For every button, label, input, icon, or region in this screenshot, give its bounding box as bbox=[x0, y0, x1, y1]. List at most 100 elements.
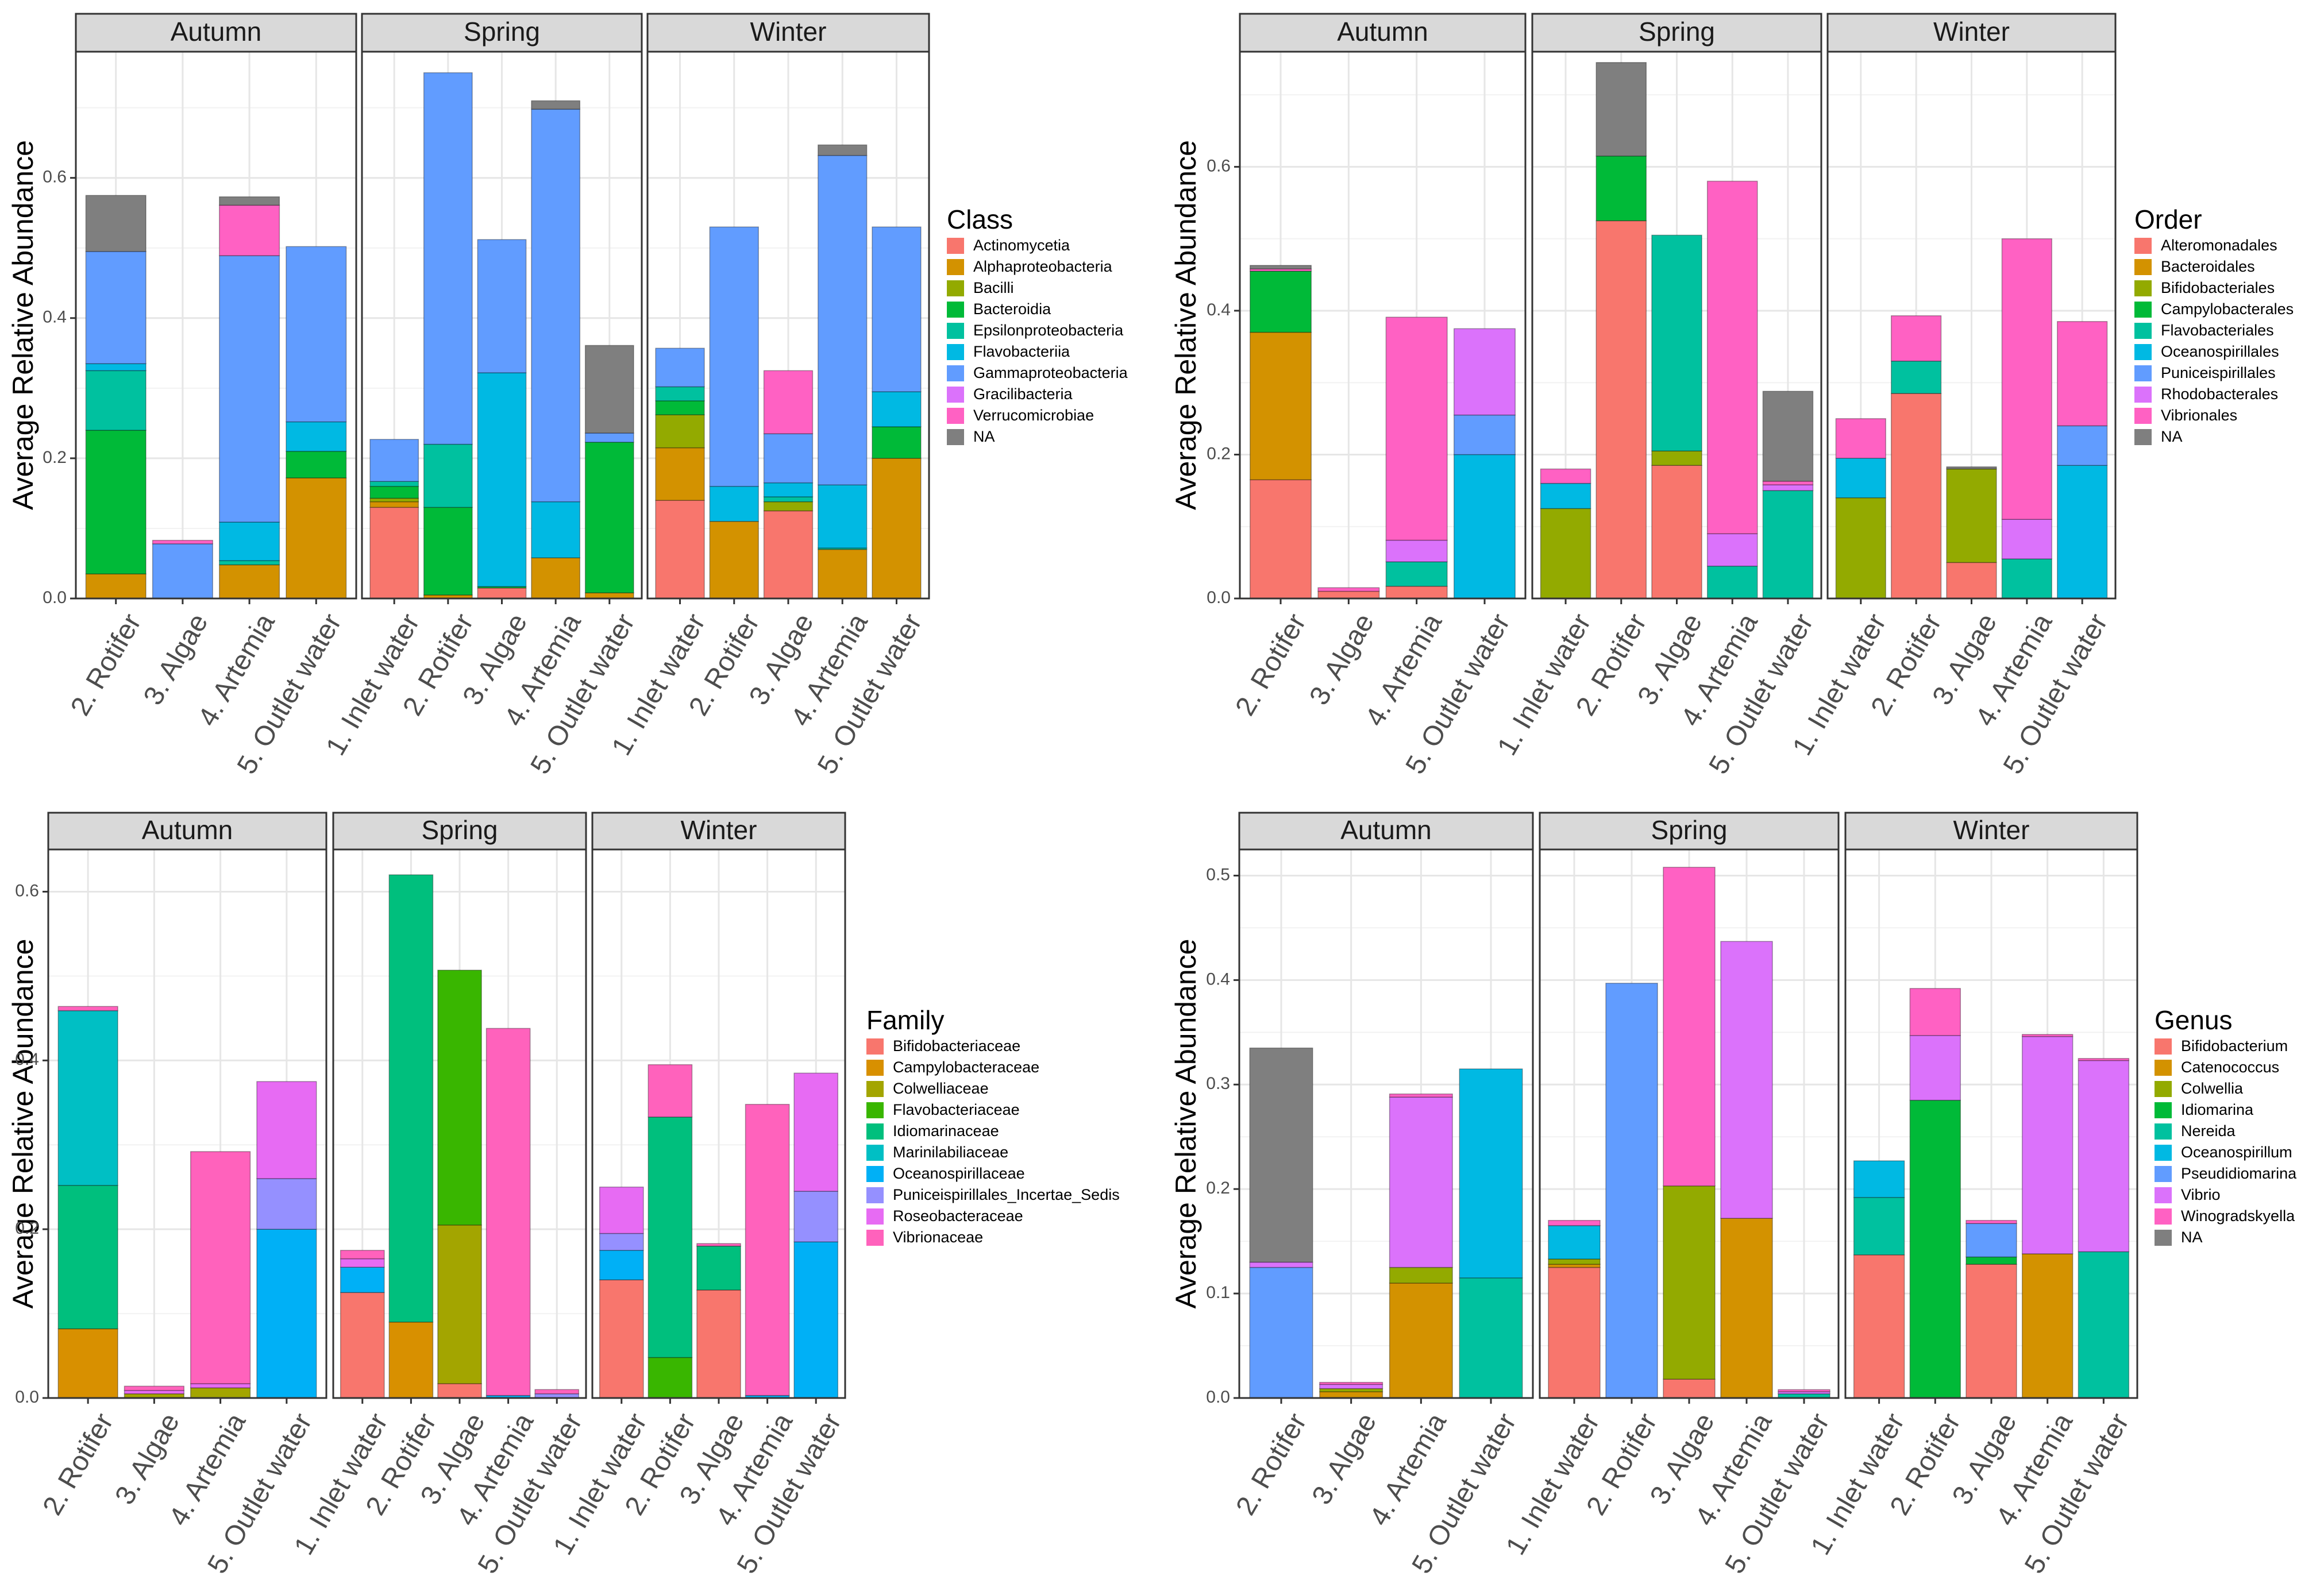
bar-segment-na bbox=[85, 195, 147, 252]
bar-segment-bacilli bbox=[763, 501, 814, 512]
bar-segment-vibrionaceae bbox=[190, 1151, 251, 1384]
facet-strip-label: Autumn bbox=[142, 815, 233, 845]
bar-segment-colwellia bbox=[1319, 1388, 1383, 1392]
legend-swatch bbox=[2134, 302, 2152, 318]
legend-label: Bifidobacterium bbox=[2181, 1037, 2288, 1055]
bar-5-outlet-water bbox=[256, 1081, 317, 1399]
bar-4-artemia bbox=[1720, 941, 1773, 1399]
bar-segment-gammaproteobacteria bbox=[584, 432, 634, 443]
facet-strip bbox=[47, 812, 327, 851]
legend-label: Rhodobacterales bbox=[2161, 385, 2278, 403]
bar-segment-colwelliaceae bbox=[190, 1387, 251, 1399]
bar-segment-na bbox=[1762, 391, 1814, 482]
bar-segment-puniceispirillales bbox=[1454, 414, 1516, 455]
bar-segment-winogradskyella bbox=[1965, 1220, 2017, 1224]
legend-swatch bbox=[2134, 408, 2152, 424]
facet-strip-label: Spring bbox=[422, 815, 498, 845]
bar-2-rotifer bbox=[1909, 988, 1961, 1399]
bar-segment-actinomycetia bbox=[655, 500, 705, 599]
legend-genus: Genus Bifidobacterium Catenococcus Colwelli… bbox=[2155, 1005, 2297, 1246]
bar-segment-roseobacteraceae bbox=[256, 1081, 317, 1179]
bar-3-algae bbox=[477, 239, 527, 599]
y-tick-label: 0.4 bbox=[15, 1050, 39, 1069]
y-tick-label: 0.4 bbox=[43, 308, 67, 327]
bar-3-algae bbox=[124, 1385, 184, 1399]
bar-segment-flavobacteriales bbox=[1706, 565, 1758, 599]
legend-label: Vibrionales bbox=[2161, 407, 2237, 424]
bar-segment-vibrionaceae bbox=[745, 1103, 790, 1396]
bar-segment-flavobacteriia bbox=[709, 485, 759, 522]
legend-swatch bbox=[866, 1102, 884, 1118]
bar-segment-puniceispirillales bbox=[2057, 425, 2108, 466]
bar-segment-winogradskyella bbox=[1389, 1093, 1453, 1098]
bar-3-algae bbox=[1651, 234, 1702, 599]
bar-segment-flavobacteriales bbox=[1891, 360, 1942, 394]
bar-4-artemia bbox=[2001, 238, 2052, 599]
legend-label: NA bbox=[2161, 428, 2183, 445]
legend-label: Gammaproteobacteria bbox=[973, 364, 1128, 381]
bar-segment-roseobacteraceae bbox=[793, 1072, 839, 1192]
bar-segment-oceanospirillales bbox=[2057, 465, 2108, 599]
bar-4-artemia bbox=[219, 196, 280, 599]
bar-segment-bifidobacterium bbox=[1853, 1254, 1905, 1399]
facet-strip bbox=[1531, 13, 1822, 53]
bar-2-rotifer bbox=[1249, 1047, 1313, 1399]
bar-segment-vibrionaceae bbox=[696, 1243, 741, 1247]
bar-segment-campylobacteraceae bbox=[57, 1328, 118, 1399]
legend-label: Vibrio bbox=[2181, 1186, 2221, 1203]
bar-segment-campylobacterales bbox=[1250, 271, 1312, 333]
facet-strip-label: Autumn bbox=[1337, 17, 1428, 47]
bar-segment-epsilonproteobacteria bbox=[219, 560, 280, 566]
chart-family: Average Relative Abundance Autumn 0.0 0.2 0.… bbox=[7, 812, 1120, 1579]
facet-strip-label: Spring bbox=[464, 17, 540, 47]
bar-segment-alphaproteobacteria bbox=[219, 564, 280, 599]
x-tick-label: 3. Algae bbox=[1306, 1408, 1383, 1510]
bar-segment-vibrionales bbox=[2057, 320, 2108, 427]
bar-segment-bacteroidia bbox=[369, 485, 419, 499]
legend-label: NA bbox=[2181, 1229, 2203, 1246]
bar-segment-epsilonproteobacteria bbox=[369, 481, 419, 487]
bar-segment-vibrio bbox=[1389, 1096, 1453, 1268]
bar-segment-roseobacteraceae bbox=[340, 1258, 385, 1268]
y-tick-label: 0.4 bbox=[1207, 300, 1231, 319]
bar-4-artemia bbox=[1706, 180, 1758, 599]
bar-segment-vibrionales bbox=[1317, 587, 1380, 592]
bar-segment-flavobacteriia bbox=[219, 522, 280, 561]
bar-segment-catenococcus bbox=[1720, 1218, 1773, 1399]
facet-strip bbox=[646, 13, 930, 53]
bar-segment-bacilli bbox=[369, 497, 419, 503]
bar-segment-vibrionales bbox=[1540, 468, 1591, 484]
bar-segment-flavobacteriales bbox=[1762, 490, 1814, 599]
bar-1-inlet-water bbox=[1540, 468, 1591, 599]
bar-segment-pseudidiomarina bbox=[1249, 1266, 1313, 1399]
legend-swatch bbox=[2134, 344, 2152, 360]
bar-segment-vibrionaceae bbox=[57, 1006, 118, 1011]
bar-segment-bacteroidia bbox=[872, 426, 922, 459]
bar-segment-rhodobacterales bbox=[1385, 539, 1448, 562]
legend-swatch bbox=[2134, 387, 2152, 403]
bar-segment-bacteroidales bbox=[1250, 331, 1312, 481]
legend-label: Oceanospirillales bbox=[2161, 343, 2279, 360]
bar-2-rotifer bbox=[423, 72, 473, 599]
legend-label: Flavobacteriia bbox=[973, 343, 1070, 360]
legend-swatch bbox=[947, 344, 964, 360]
bar-segment-na bbox=[1249, 1047, 1313, 1263]
bar-segment-rhodobacterales bbox=[2001, 519, 2052, 559]
bar-2-rotifer bbox=[648, 1064, 693, 1399]
bar-1-inlet-water bbox=[1548, 1220, 1601, 1399]
legend-label: Vibrionaceae bbox=[893, 1229, 983, 1246]
facet-strip bbox=[332, 812, 587, 851]
bar-segment-gammaproteobacteria bbox=[763, 433, 814, 484]
bar-1-inlet-water bbox=[340, 1250, 385, 1399]
bar-segment-flavobacteriia bbox=[477, 372, 527, 588]
legend-class: Class Actinomycetia Alphaproteobacteria Bac… bbox=[947, 204, 1128, 445]
bar-3-algae bbox=[152, 539, 213, 599]
y-axis-title: Average Relative Abundance bbox=[1170, 140, 1202, 510]
legend-swatch bbox=[2134, 280, 2152, 296]
bar-segment-vibrio bbox=[2078, 1060, 2130, 1253]
chart-genus: Average Relative Abundance Autumn 0.0 0.1 0.… bbox=[1170, 812, 2297, 1579]
bar-segment-catenococcus bbox=[1319, 1391, 1383, 1399]
bar-segment-vibrio bbox=[1909, 1035, 1961, 1101]
bar-segment-bifidobacterium bbox=[1965, 1264, 2017, 1399]
